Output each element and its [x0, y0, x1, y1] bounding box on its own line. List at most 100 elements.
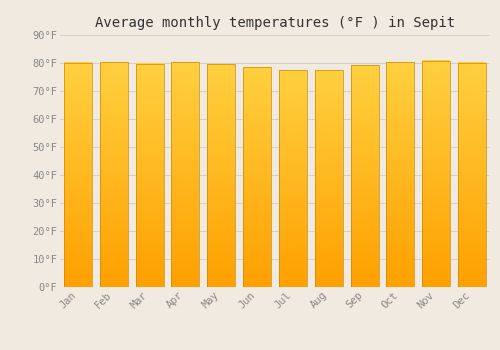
Bar [243, 234, 271, 238]
Bar [458, 99, 486, 102]
Bar [208, 159, 235, 161]
Bar [243, 212, 271, 216]
Bar [279, 170, 307, 173]
Bar [243, 270, 271, 273]
Bar [422, 165, 450, 168]
Bar [279, 224, 307, 228]
Bar [279, 178, 307, 181]
Bar [172, 157, 200, 160]
Bar [279, 89, 307, 92]
Bar [350, 65, 378, 68]
Bar [208, 117, 235, 120]
Bar [64, 76, 92, 79]
Bar [386, 78, 414, 82]
Bar [315, 135, 342, 138]
Bar [208, 175, 235, 178]
Bar [350, 256, 378, 259]
Bar [243, 177, 271, 180]
Bar [386, 112, 414, 116]
Bar [172, 78, 200, 82]
Bar [208, 83, 235, 86]
Bar [350, 145, 378, 148]
Bar [64, 110, 92, 113]
Bar [136, 186, 164, 189]
Bar [350, 275, 378, 279]
Bar [422, 134, 450, 137]
Bar [350, 137, 378, 140]
Bar [350, 112, 378, 115]
Bar [136, 155, 164, 159]
Bar [386, 67, 414, 70]
Bar [208, 114, 235, 117]
Bar [279, 276, 307, 279]
Bar [458, 267, 486, 270]
Bar [350, 259, 378, 262]
Bar [386, 202, 414, 205]
Bar [208, 139, 235, 142]
Bar [243, 144, 271, 147]
Bar [100, 99, 128, 102]
Bar [422, 199, 450, 202]
Bar [172, 62, 200, 65]
Bar [243, 190, 271, 194]
Bar [315, 238, 342, 241]
Bar [315, 271, 342, 273]
Bar [208, 189, 235, 192]
Bar [136, 63, 164, 66]
Bar [208, 145, 235, 148]
Bar [100, 264, 128, 267]
Bar [100, 85, 128, 88]
Bar [350, 195, 378, 198]
Bar [386, 121, 414, 124]
Bar [172, 110, 200, 113]
Bar [315, 243, 342, 246]
Bar [136, 256, 164, 259]
Bar [64, 275, 92, 279]
Bar [172, 256, 200, 259]
Bar [64, 88, 92, 91]
Bar [136, 139, 164, 142]
Bar [100, 273, 128, 276]
Bar [100, 259, 128, 262]
Bar [386, 143, 414, 146]
Bar [350, 162, 378, 165]
Bar [243, 262, 271, 265]
Bar [136, 181, 164, 184]
Bar [100, 71, 128, 74]
Bar [64, 222, 92, 225]
Bar [458, 177, 486, 181]
Bar [315, 262, 342, 265]
Bar [422, 89, 450, 92]
Bar [458, 63, 486, 287]
Bar [243, 279, 271, 281]
Bar [100, 247, 128, 251]
Bar [64, 62, 92, 65]
Bar [136, 86, 164, 89]
Bar [279, 83, 307, 86]
Bar [315, 251, 342, 254]
Bar [422, 194, 450, 196]
Bar [350, 115, 378, 118]
Bar [136, 72, 164, 75]
Bar [172, 163, 200, 166]
Bar [208, 200, 235, 203]
Bar [243, 251, 271, 254]
Bar [243, 281, 271, 284]
Bar [64, 116, 92, 119]
Bar [279, 243, 307, 246]
Bar [100, 130, 128, 133]
Bar [458, 183, 486, 186]
Bar [64, 247, 92, 251]
Bar [243, 103, 271, 105]
Bar [422, 241, 450, 245]
Bar [422, 66, 450, 69]
Bar [315, 170, 342, 173]
Bar [386, 191, 414, 194]
Bar [279, 167, 307, 170]
Bar [136, 105, 164, 108]
Bar [279, 195, 307, 197]
Bar [279, 156, 307, 160]
Bar [100, 217, 128, 220]
Bar [208, 161, 235, 164]
Bar [315, 124, 342, 127]
